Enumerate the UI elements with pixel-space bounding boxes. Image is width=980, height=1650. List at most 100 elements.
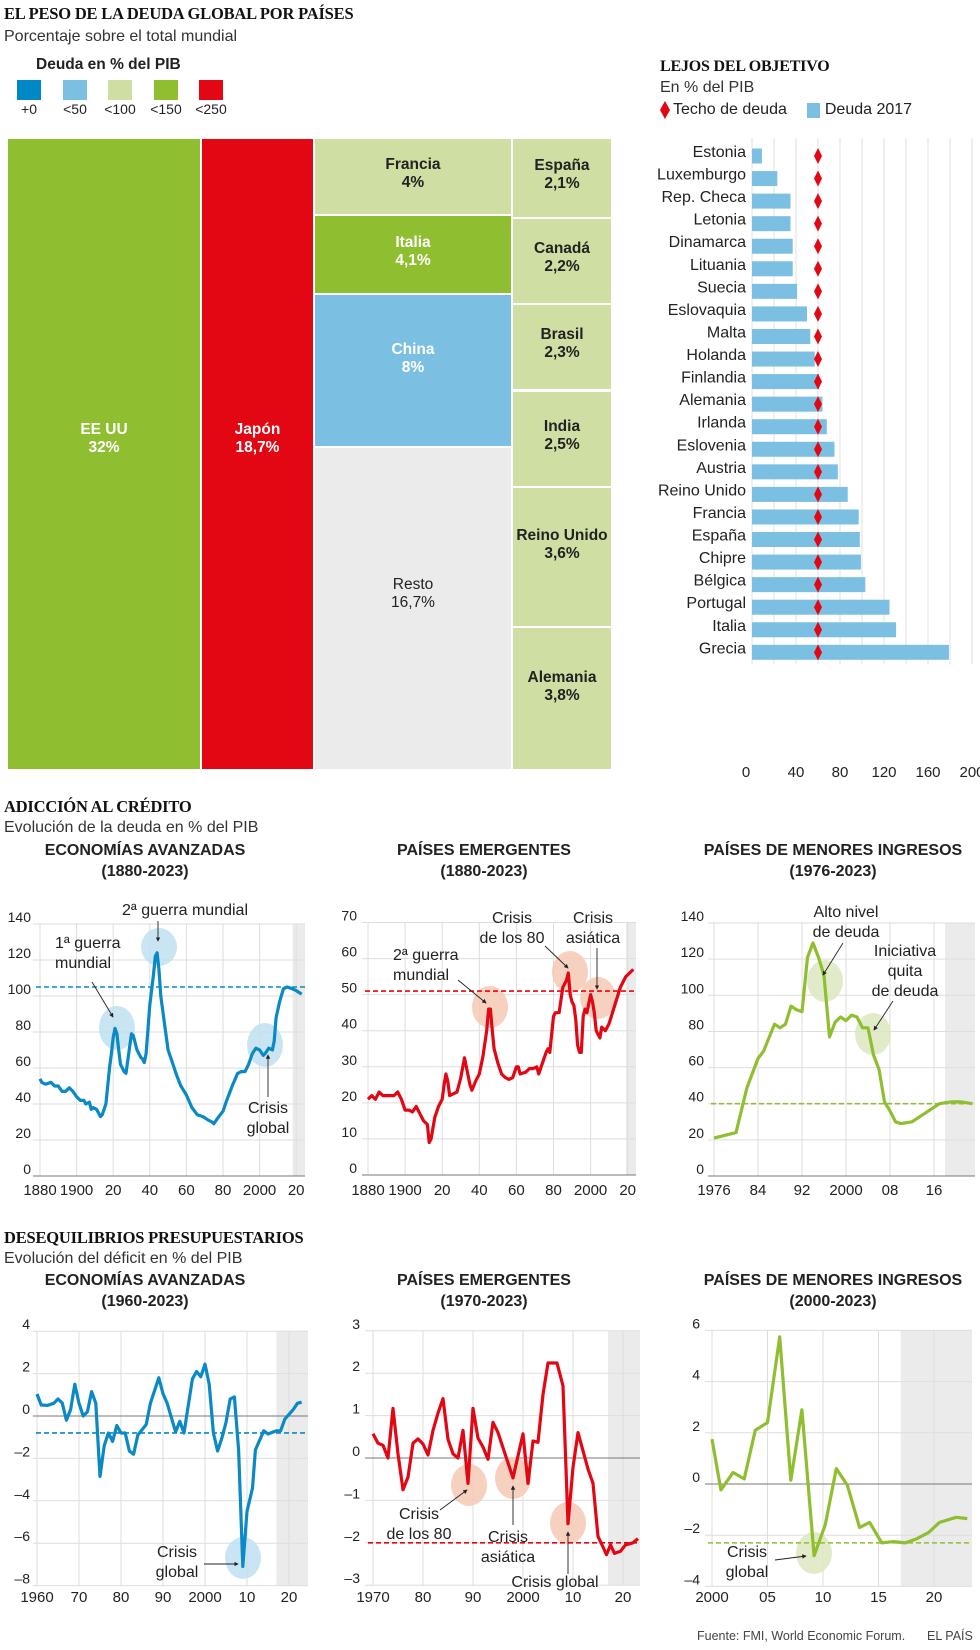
country-label: Irlanda	[697, 415, 746, 432]
y-tick-label: 40	[341, 1016, 357, 1032]
debt-bar	[752, 148, 762, 164]
x-tick-label: 1970	[356, 1589, 389, 1606]
x-tick-label: 20	[926, 1589, 943, 1606]
country-label: Alemania	[679, 392, 746, 409]
debt-bar	[752, 464, 838, 480]
chart-title-lowincome-debt: PAÍSES DE MENORES INGRESOS (1976-2023)	[663, 840, 980, 882]
line-chart-1: 1880 1900 20 40 60 80 2000 20 0 10 20 30 40 50 60 70 2ª …	[341, 908, 636, 1199]
annotation-text: asiática	[566, 930, 620, 947]
chart-title-advanced-debt: ECONOMÍAS AVANZADAS (1880-2023)	[0, 840, 315, 882]
series-line	[710, 1335, 968, 1558]
y-tick-label: 70	[341, 908, 357, 924]
diamond-icon	[660, 101, 670, 119]
country-label: Lituania	[690, 257, 746, 274]
debt-bar	[752, 532, 860, 548]
cell-name: Alemania	[527, 668, 597, 686]
treemap-cell: Canadá 2,2%	[513, 219, 611, 303]
ceiling-diamond	[814, 441, 822, 458]
cell-name: Canadá	[534, 240, 590, 257]
annotation-text: global	[726, 1564, 769, 1581]
forecast-band	[292, 924, 305, 1176]
cell-name: Reino Unido	[516, 527, 608, 544]
y-tick-label: 0	[696, 1161, 704, 1177]
chart-period: (1976-2023)	[789, 863, 877, 880]
y-tick-label: 3	[352, 1316, 360, 1332]
cell-name: Japón	[234, 421, 281, 438]
cell-value: 2,1%	[544, 175, 580, 192]
legend-label: <150	[150, 101, 182, 117]
ceiling-diamond	[814, 305, 822, 322]
annotation-arrow	[822, 942, 844, 976]
x-tick-label: 20	[615, 1589, 632, 1606]
annotation-text: Crisis	[492, 910, 532, 927]
x-tick-label: 200	[959, 764, 980, 781]
y-tick-label: 80	[15, 1017, 31, 1033]
legend-debt-label: Deuda 2017	[824, 101, 913, 118]
credit-title: ADICCIÓN AL CRÉDITO	[4, 797, 192, 816]
country-label: Rep. Checa	[662, 189, 747, 206]
cell-value: 2,2%	[544, 258, 580, 275]
cell-value: 3,6%	[544, 545, 580, 562]
cell-value: 4%	[401, 173, 425, 191]
y-tick-label: 2	[352, 1358, 360, 1374]
treemap-cell: Brasil 2,3%	[513, 305, 611, 389]
debt-bar	[752, 374, 820, 390]
chart-title-text: PAÍSES EMERGENTES	[397, 842, 571, 859]
legend-label: <250	[195, 101, 227, 117]
annotation-text: Crisis	[399, 1506, 439, 1523]
y-tick-label: 40	[15, 1089, 31, 1105]
chart-period: (1970-2023)	[440, 1293, 528, 1310]
x-tick-label: 40	[788, 764, 805, 781]
cell-value: 2,5%	[544, 436, 580, 453]
chart-title-text: PAÍSES DE MENORES INGRESOS	[703, 842, 963, 859]
x-tick-label: 90	[155, 1589, 172, 1606]
debt-bar	[752, 283, 798, 299]
line-chart-2: 1976 84 92 2000 08 16 0 20 40 60 80 100 120 140 Alto n…	[681, 904, 975, 1199]
y-tick-label: –2	[684, 1520, 700, 1536]
highlight-halo	[855, 1013, 891, 1055]
debt-bar	[752, 419, 827, 435]
x-tick-label: 15	[870, 1589, 887, 1606]
annotation-text: asiática	[481, 1549, 535, 1566]
forecast-band	[625, 922, 636, 1175]
x-tick-label: 2000	[829, 1182, 862, 1199]
chart-title-emerging-debt: PAÍSES EMERGENTES (1880-2023)	[314, 840, 654, 882]
legend-ceiling-label: Techo de deuda	[673, 101, 787, 118]
y-tick-label: 60	[341, 944, 357, 960]
y-tick-label: –2	[14, 1443, 30, 1459]
x-tick-label: 2000	[695, 1589, 728, 1606]
debt-bar	[752, 171, 778, 187]
annotation-text: Crisis	[157, 1544, 197, 1561]
treemap-cell: Resto 16,7%	[315, 448, 511, 769]
annotation-text: Crisis	[727, 1544, 767, 1561]
y-tick-label: 40	[688, 1089, 704, 1105]
x-tick-label: 60	[178, 1182, 195, 1199]
series-line	[35, 1362, 303, 1569]
x-tick-label: 80	[832, 764, 849, 781]
country-label: Suecia	[697, 279, 746, 296]
legend-swatch-3	[154, 80, 178, 100]
annotation-text: Crisis	[488, 1529, 528, 1546]
ceiling-diamond	[814, 396, 822, 413]
y-tick-label: –4	[14, 1486, 30, 1502]
debt-bar	[752, 486, 848, 502]
y-tick-label: 30	[341, 1052, 357, 1068]
debt-bar	[752, 351, 815, 367]
x-tick-label: 10	[565, 1589, 582, 1606]
cell-name: España	[534, 157, 590, 174]
annotation-text: 1ª guerra	[55, 935, 121, 952]
y-tick-label: 120	[681, 944, 705, 960]
country-label: Dinamarca	[669, 234, 746, 251]
y-tick-label: –2	[344, 1528, 360, 1544]
cell-value: 2,3%	[544, 344, 580, 361]
x-tick-label: 10	[815, 1589, 832, 1606]
deficit-subtitle: Evolución del déficit en % del PIB	[4, 1250, 243, 1267]
objective-bar-chart: 0 40 80 120 160 200 Estonia Luxemburgo Rep. Chec…	[657, 138, 980, 781]
chart-period: (1880-2023)	[101, 863, 189, 880]
ceiling-diamond	[814, 486, 822, 503]
x-tick-label: 80	[215, 1182, 232, 1199]
y-tick-label: 80	[688, 1016, 704, 1032]
ceiling-diamond	[814, 463, 822, 480]
ceiling-diamond	[814, 418, 822, 435]
